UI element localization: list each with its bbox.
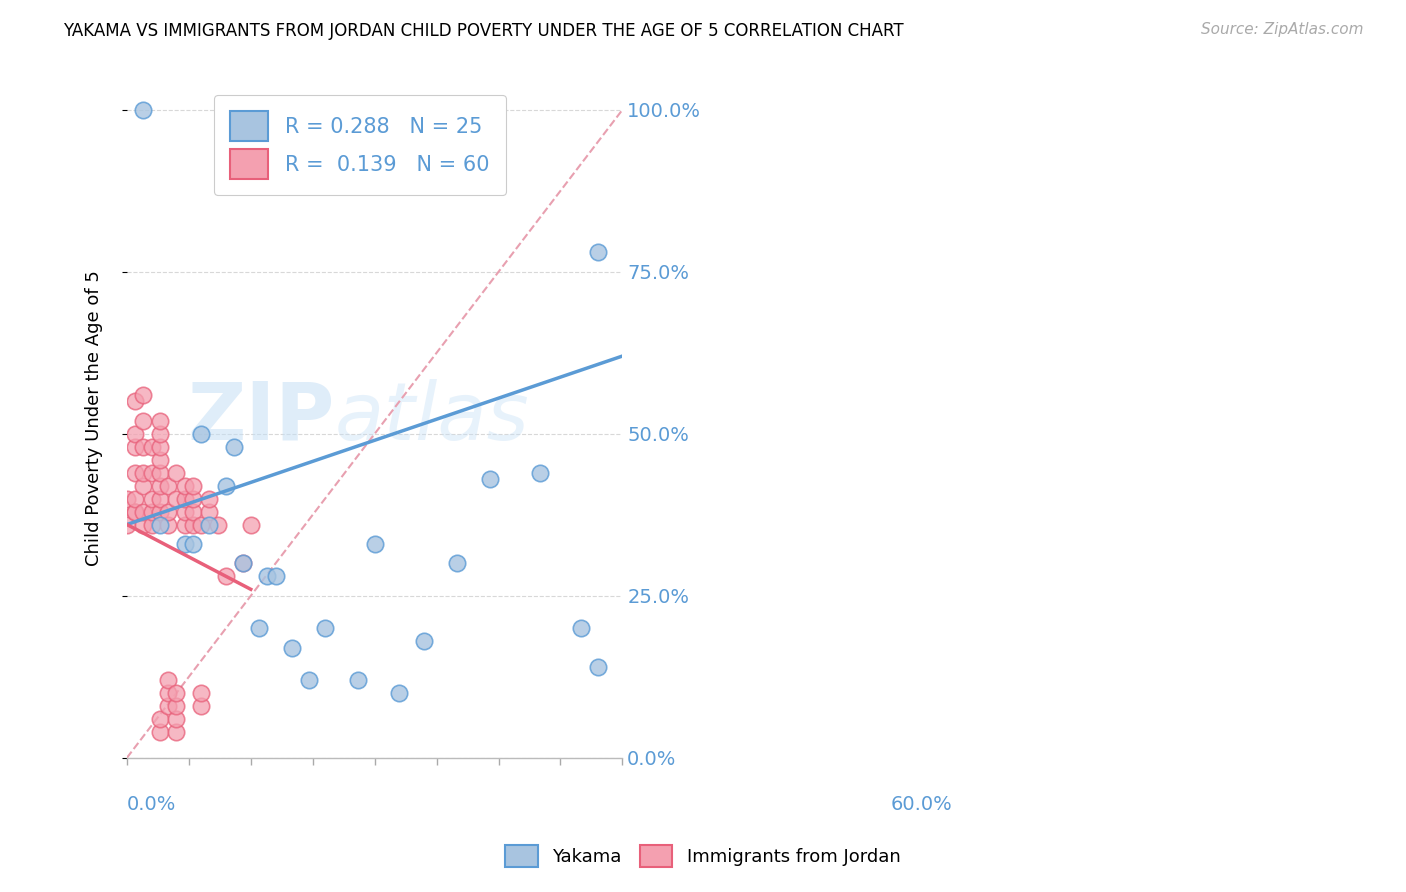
Point — [363, 537, 385, 551]
Point — [132, 466, 155, 480]
Text: 60.0%: 60.0% — [891, 795, 953, 814]
Point — [115, 517, 138, 532]
Point — [181, 491, 204, 506]
Legend: R = 0.288   N = 25, R =  0.139   N = 60: R = 0.288 N = 25, R = 0.139 N = 60 — [214, 95, 506, 195]
Point — [141, 491, 163, 506]
Point — [173, 517, 195, 532]
Point — [124, 505, 146, 519]
Point — [173, 505, 195, 519]
Point — [231, 557, 253, 571]
Point — [124, 466, 146, 480]
Point — [446, 557, 468, 571]
Point — [157, 698, 180, 713]
Point — [149, 517, 172, 532]
Point — [586, 245, 609, 260]
Point — [207, 517, 229, 532]
Text: 0.0%: 0.0% — [127, 795, 176, 814]
Point — [149, 712, 172, 726]
Point — [132, 478, 155, 492]
Point — [141, 505, 163, 519]
Point — [132, 517, 155, 532]
Point — [132, 440, 155, 454]
Point — [190, 686, 212, 700]
Point — [256, 569, 278, 583]
Point — [149, 478, 172, 492]
Point — [132, 414, 155, 428]
Point — [388, 686, 411, 700]
Point — [190, 517, 212, 532]
Point — [166, 712, 188, 726]
Legend: Yakama, Immigrants from Jordan: Yakama, Immigrants from Jordan — [498, 838, 908, 874]
Point — [157, 517, 180, 532]
Point — [149, 724, 172, 739]
Point — [264, 569, 287, 583]
Point — [166, 686, 188, 700]
Point — [413, 634, 436, 648]
Point — [166, 724, 188, 739]
Point — [181, 517, 204, 532]
Point — [224, 440, 246, 454]
Point — [239, 517, 262, 532]
Point — [149, 505, 172, 519]
Point — [149, 414, 172, 428]
Point — [181, 537, 204, 551]
Point — [157, 686, 180, 700]
Point — [141, 440, 163, 454]
Point — [166, 466, 188, 480]
Text: YAKAMA VS IMMIGRANTS FROM JORDAN CHILD POVERTY UNDER THE AGE OF 5 CORRELATION CH: YAKAMA VS IMMIGRANTS FROM JORDAN CHILD P… — [63, 22, 904, 40]
Point — [181, 505, 204, 519]
Point — [181, 478, 204, 492]
Point — [347, 673, 370, 687]
Point — [198, 517, 221, 532]
Point — [124, 394, 146, 409]
Point — [149, 491, 172, 506]
Point — [157, 478, 180, 492]
Point — [149, 440, 172, 454]
Point — [115, 491, 138, 506]
Point — [215, 478, 238, 492]
Point — [124, 426, 146, 441]
Point — [157, 673, 180, 687]
Y-axis label: Child Poverty Under the Age of 5: Child Poverty Under the Age of 5 — [86, 269, 103, 566]
Point — [149, 466, 172, 480]
Point — [529, 466, 551, 480]
Text: ZIP: ZIP — [188, 378, 335, 457]
Point — [166, 698, 188, 713]
Point — [247, 621, 270, 635]
Point — [231, 557, 253, 571]
Text: Source: ZipAtlas.com: Source: ZipAtlas.com — [1201, 22, 1364, 37]
Point — [166, 491, 188, 506]
Point — [124, 505, 146, 519]
Point — [132, 505, 155, 519]
Point — [215, 569, 238, 583]
Point — [479, 472, 502, 486]
Point — [173, 537, 195, 551]
Point — [314, 621, 336, 635]
Point — [149, 426, 172, 441]
Text: atlas: atlas — [335, 378, 530, 457]
Point — [190, 426, 212, 441]
Point — [297, 673, 319, 687]
Point — [141, 517, 163, 532]
Point — [124, 491, 146, 506]
Point — [132, 103, 155, 117]
Point — [198, 491, 221, 506]
Point — [173, 491, 195, 506]
Point — [281, 640, 304, 655]
Point — [149, 452, 172, 467]
Point — [141, 466, 163, 480]
Point — [586, 660, 609, 674]
Point — [124, 440, 146, 454]
Point — [173, 478, 195, 492]
Point — [569, 621, 592, 635]
Point — [157, 505, 180, 519]
Point — [198, 505, 221, 519]
Point — [132, 388, 155, 402]
Point — [190, 698, 212, 713]
